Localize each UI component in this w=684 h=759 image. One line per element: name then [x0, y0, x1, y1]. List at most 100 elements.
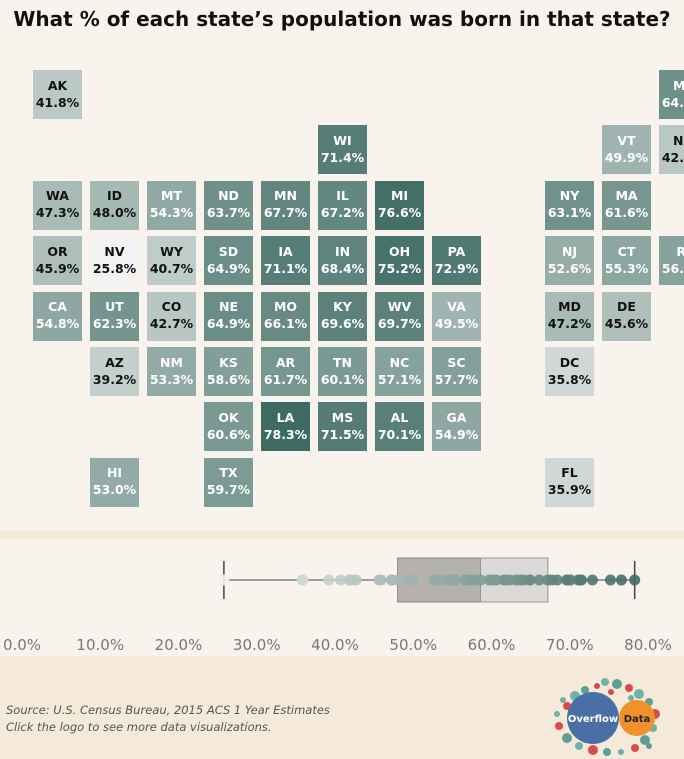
state-tile-md[interactable]: MD 47.2%: [545, 291, 594, 341]
state-abbr: NH: [673, 133, 684, 149]
state-tile-ut[interactable]: UT 62.3%: [90, 291, 139, 341]
state-tile-ks[interactable]: KS 58.6%: [204, 347, 253, 396]
state-abbr: WI: [333, 133, 352, 149]
state-abbr: MO: [273, 299, 298, 315]
state-tile-ny[interactable]: NY 63.1%: [545, 180, 594, 230]
state-tile-mn[interactable]: MN 67.7%: [261, 180, 310, 230]
state-tile-wv[interactable]: WV 69.7%: [375, 291, 424, 341]
state-tile-fl[interactable]: FL 35.9%: [545, 457, 594, 507]
state-abbr: CT: [617, 243, 636, 259]
state-abbr: AL: [390, 410, 409, 426]
logo-right-text: Data: [624, 714, 651, 725]
state-tile-oh[interactable]: OH 75.2%: [375, 236, 424, 286]
state-value: 60.6%: [206, 426, 251, 442]
state-tile-nh[interactable]: NH42.1%: [659, 125, 684, 175]
state-tile-mi[interactable]: MI 76.6%: [375, 180, 424, 230]
logo-dot: [618, 749, 624, 755]
state-value: 64.9%: [206, 260, 251, 276]
state-value: 64.1%: [661, 94, 684, 110]
state-tile-ia[interactable]: IA 71.1%: [261, 236, 310, 286]
data-point: [446, 574, 458, 586]
state-tile-ak[interactable]: AK 41.8%: [33, 70, 82, 119]
data-point: [524, 574, 536, 586]
state-value: 68.4%: [320, 260, 365, 276]
state-tile-dc[interactable]: DC 35.8%: [545, 347, 594, 396]
state-tile-ca[interactable]: CA 54.8%: [33, 291, 82, 341]
state-abbr: GA: [446, 410, 467, 426]
source-note: Source: U.S. Census Bureau, 2015 ACS 1 Y…: [6, 702, 330, 736]
state-abbr: NC: [389, 354, 410, 370]
state-abbr: OK: [218, 410, 239, 426]
state-abbr: WA: [46, 188, 69, 204]
state-tile-la[interactable]: LA 78.3%: [261, 402, 310, 452]
x-tick-label: 80.0%: [624, 636, 672, 654]
x-tick-label: 20.0%: [155, 636, 203, 654]
state-tile-nd[interactable]: ND 63.7%: [204, 180, 253, 230]
state-tile-ga[interactable]: GA 54.9%: [432, 402, 481, 452]
state-value: 63.7%: [206, 205, 251, 221]
logo-main-circle: [567, 692, 619, 744]
logo-dot: [562, 733, 572, 743]
state-value: 57.7%: [434, 371, 479, 387]
state-tile-co[interactable]: CO 42.7%: [147, 291, 196, 341]
state-abbr: IA: [278, 243, 293, 259]
state-tile-nc[interactable]: NC 57.1%: [375, 347, 424, 396]
state-tile-ma[interactable]: MA 61.6%: [602, 180, 651, 230]
state-tile-mo[interactable]: MO 66.1%: [261, 291, 310, 341]
state-tile-nj[interactable]: NJ 52.6%: [545, 236, 594, 286]
state-abbr: RI: [676, 243, 684, 259]
boxplot-svg: 0.0% 10.0% 20.0% 30.0% 40.0% 50.0% 60.0% 70.0% 8…: [3, 557, 672, 654]
state-tile-nv[interactable]: NV 25.8%: [90, 236, 139, 286]
state-abbr: MS: [331, 410, 354, 426]
state-abbr: WV: [387, 299, 412, 315]
state-tile-ms[interactable]: MS 71.5%: [318, 402, 367, 452]
state-tile-me[interactable]: ME64.1%: [659, 70, 684, 119]
state-tile-tn[interactable]: TN 60.1%: [318, 347, 367, 396]
logo-dot: [555, 722, 563, 730]
state-tile-mt[interactable]: MT 54.3%: [147, 180, 196, 230]
state-tile-va[interactable]: VA 49.5%: [432, 291, 481, 341]
state-tile-ri[interactable]: RI56.6%: [659, 236, 684, 286]
state-value: 67.2%: [320, 205, 365, 221]
state-tile-id[interactable]: ID 48.0%: [90, 180, 139, 230]
state-tile-wy[interactable]: WY 40.7%: [147, 236, 196, 286]
state-tile-in[interactable]: IN 68.4%: [318, 236, 367, 286]
state-tile-ar[interactable]: AR 61.7%: [261, 347, 310, 396]
state-value: 71.4%: [320, 149, 365, 165]
state-tile-ct[interactable]: CT 55.3%: [602, 236, 651, 286]
state-tile-wa[interactable]: WA 47.3%: [33, 180, 82, 230]
data-point: [499, 574, 511, 586]
state-value: 54.9%: [434, 426, 479, 442]
state-tile-vt[interactable]: VT 49.9%: [602, 125, 651, 175]
x-tick-label: 10.0%: [76, 636, 124, 654]
state-abbr: OR: [47, 243, 68, 259]
state-tile-or[interactable]: OR 45.9%: [33, 236, 82, 286]
state-value: 60.1%: [320, 371, 365, 387]
data-point: [615, 574, 627, 586]
state-tile-sc[interactable]: SC 57.7%: [432, 347, 481, 396]
state-tile-hi[interactable]: HI 53.0%: [90, 457, 139, 507]
state-value: 61.7%: [263, 371, 308, 387]
state-tile-nm[interactable]: NM 53.3%: [147, 347, 196, 396]
state-tile-ok[interactable]: OK 60.6%: [204, 402, 253, 452]
state-abbr: UT: [105, 299, 124, 315]
state-abbr: MN: [274, 188, 297, 204]
state-value: 70.1%: [377, 426, 422, 442]
state-tile-ky[interactable]: KY 69.6%: [318, 291, 367, 341]
state-tile-az[interactable]: AZ 39.2%: [90, 347, 139, 396]
state-tile-il[interactable]: IL 67.2%: [318, 180, 367, 230]
state-tile-sd[interactable]: SD 64.9%: [204, 236, 253, 286]
state-tile-de[interactable]: DE 45.6%: [602, 291, 651, 341]
state-tile-tx[interactable]: TX 59.7%: [204, 457, 253, 507]
state-value: 54.8%: [35, 316, 80, 332]
x-tick-label: 60.0%: [468, 636, 516, 654]
state-abbr: DE: [617, 299, 636, 315]
state-value: 35.9%: [547, 482, 592, 498]
overflow-data-logo[interactable]: Overflow Data: [545, 676, 662, 756]
state-tile-wi[interactable]: WI 71.4%: [318, 125, 367, 175]
logo-dot: [608, 689, 614, 695]
state-tile-pa[interactable]: PA 72.9%: [432, 236, 481, 286]
state-tile-al[interactable]: AL 70.1%: [375, 402, 424, 452]
data-point: [431, 574, 443, 586]
state-tile-ne[interactable]: NE 64.9%: [204, 291, 253, 341]
